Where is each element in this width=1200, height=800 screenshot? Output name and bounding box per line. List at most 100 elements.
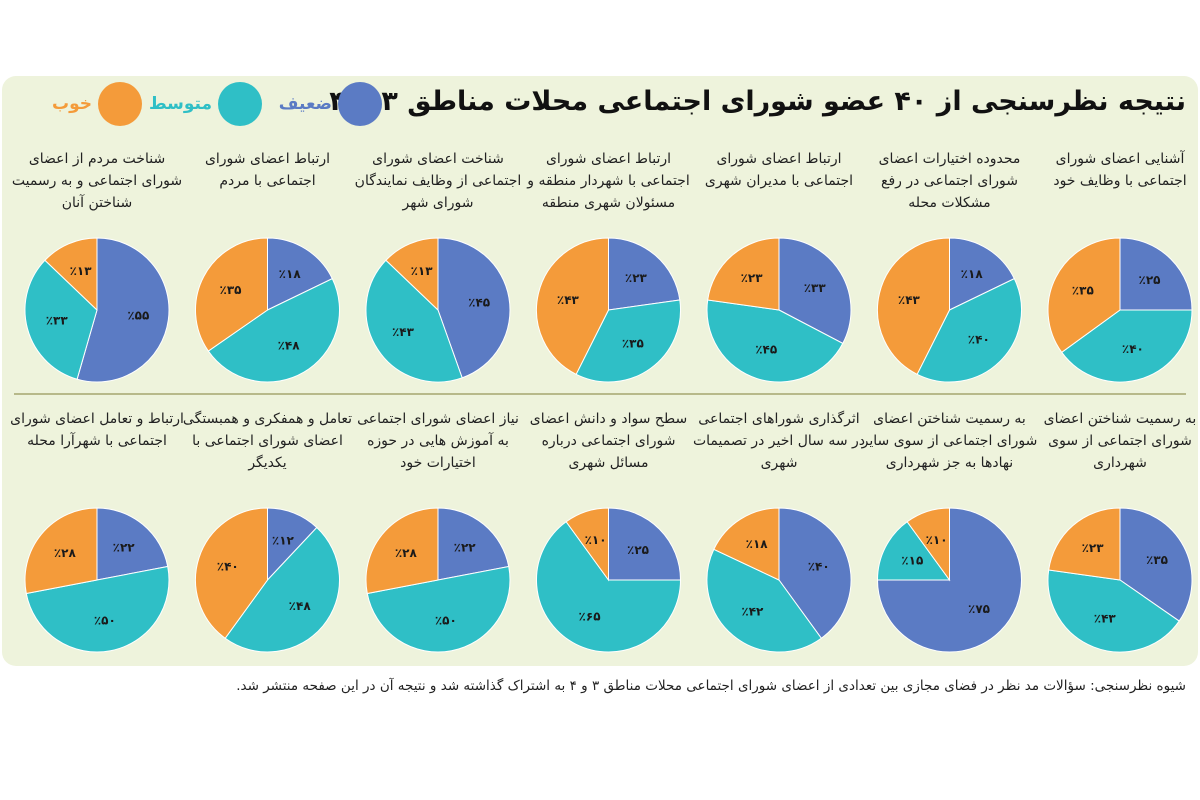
slice-label: ٪۱۳ [411,264,434,278]
slice-label: ٪۴۳ [1094,611,1117,625]
pie-slice [916,277,1022,383]
slice-label: ٪۳۳ [804,281,827,295]
pie-slice [365,259,463,383]
pie-title: ارتباط اعضای شورای اجتماعی با مدیران شهر… [704,151,854,189]
pie-slice [195,507,268,639]
pie-title: نیاز اعضای شورای اجتماعی به آموزش هایی د… [357,411,519,471]
slice-label: ٪۲۳ [625,271,648,285]
slice-label: ٪۴۳ [392,325,415,339]
pie-slice [949,237,1015,311]
pie-title: محدوده اختیارات اعضای شورای اجتماعی در ر… [878,151,1021,211]
pie-slice [96,507,169,581]
pie-slice [24,259,98,380]
slice-label: ٪۴۰ [1122,342,1144,356]
pie-slice [536,521,682,653]
pie-slice [195,237,268,352]
slice-label: ٪۴۲ [741,605,764,619]
slice-label: ٪۲۲ [113,540,136,554]
slice-label: ٪۴۸ [278,339,301,353]
slice-label: ٪۱۰ [926,533,948,547]
slice-label: ٪۴۳ [898,293,921,307]
pie-slice [1119,237,1193,311]
slice-label: ٪۳۳ [46,313,69,327]
slice-label: ٪۷۵ [968,602,990,616]
pie-title: اثرگذاری شوراهای اجتماعی در سه سال اخیر … [692,411,866,471]
pie-title: ارتباط اعضای شورای اجتماعی با شهردار منط… [527,151,690,211]
slice-label: ٪۲۳ [1082,541,1105,555]
slice-label: ٪۲۸ [395,546,418,560]
slice-label: ٪۲۲ [454,540,477,554]
slice-label: ٪۱۸ [279,267,302,281]
pie-slice [224,526,340,653]
pie-slice [778,237,852,345]
pie-slice [437,237,511,379]
pie-slice [437,507,510,581]
pie-slice [906,507,950,582]
pie-slice [877,237,950,375]
slice-label: ٪۴۰ [808,560,830,574]
pie-slice [536,237,609,375]
pie-title: ارتباط و تعامل اعضای شورای اجتماعی با شه… [10,411,184,449]
slice-label: ٪۱۸ [961,267,984,281]
pie-slice [706,548,823,653]
slice-label: ٪۲۵ [1139,273,1161,287]
pie-title: شناخت مردم از اعضای شورای اجتماعی و به ر… [11,151,183,211]
pie-slice [267,237,333,311]
pie-title: تعامل و همفکری و همبستگی اعضای شورای اجت… [182,411,353,471]
legend-swatch [98,82,142,126]
slice-label: ٪۱۸ [746,537,769,551]
slice-label: ٪۴۵ [468,295,490,309]
legend-label: خوب [52,94,92,114]
pie-slice [707,237,780,311]
slice-label: ٪۵۵ [127,308,149,322]
pie-slice [575,299,681,383]
pie-slice [1048,507,1121,581]
pie-slice [76,237,170,383]
pie-slice [1047,237,1121,354]
pie-title: شناخت اعضای شورای اجتماعی از وظایف نماین… [354,151,522,211]
slice-label: ٪۲۳ [741,271,764,285]
slice-label: ٪۶۵ [579,610,601,624]
pie-slice [608,237,681,311]
pie-slice [44,237,98,312]
pie-slice [713,507,780,581]
slice-label: ٪۵۰ [94,614,116,628]
pie-slice [24,507,98,595]
pie-title: ارتباط اعضای شورای اجتماعی با مردم [204,151,331,189]
slice-label: ٪۴۵ [755,342,777,356]
pie-slice [207,277,340,383]
divider [14,393,1186,395]
legend-swatch [218,82,262,126]
slice-label: ٪۲۵ [627,543,649,557]
pie-slice [1047,569,1180,653]
pie-title: سطح سواد و دانش اعضای شورای اجتماعی دربا… [529,411,688,471]
pie-title: به رسمیت شناختن اعضای شورای اجتماعی از س… [861,411,1038,471]
footnote: شیوه نظرسنجی: سؤالات مد نظر در فضای مجاز… [236,678,1186,694]
pie-slice [1061,309,1193,383]
pie-slice [565,507,609,582]
slice-label: ٪۳۵ [220,283,242,297]
pie-title: آشنایی اعضای شورای اجتماعی با وظایف خود [1053,151,1187,189]
slice-label: ٪۱۰ [585,533,607,547]
pie-slice [385,237,439,312]
slice-label: ٪۱۲ [272,534,295,548]
legend-swatch [338,82,382,126]
legend-label: ضعیف [279,94,332,114]
slice-label: ٪۲۸ [54,546,77,560]
pie-title: به رسمیت شناختن اعضای شورای اجتماعی از س… [1043,411,1197,471]
pie-slice [365,507,439,595]
slice-label: ٪۴۰ [968,332,990,346]
pie-slice [1119,507,1193,622]
pie-slice [608,507,682,581]
legend-label: متوسط [149,94,212,114]
pie-slice [706,299,844,383]
slice-label: ٪۵۰ [435,614,457,628]
slice-label: ٪۴۸ [289,599,312,613]
pie-slice [778,507,852,639]
slice-label: ٪۳۵ [1146,553,1168,567]
pie-slice [25,565,170,653]
pie-slice [876,521,951,581]
slice-label: ٪۳۵ [622,336,644,350]
slice-label: ٪۱۵ [901,554,923,568]
